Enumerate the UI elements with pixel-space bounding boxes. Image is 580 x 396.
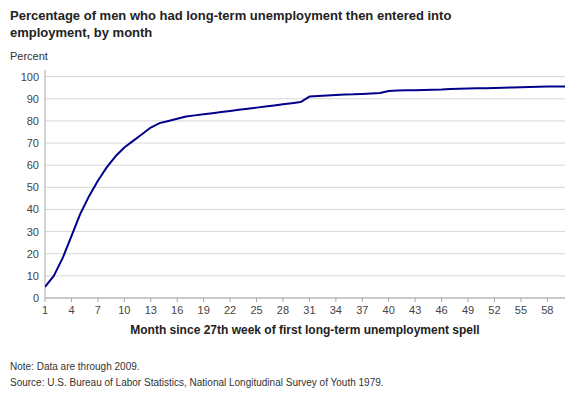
x-tick — [520, 298, 521, 302]
x-tick-label: 28 — [277, 304, 289, 316]
x-tick — [494, 298, 495, 302]
x-tick-label: 31 — [303, 304, 315, 316]
x-tick — [415, 298, 416, 302]
x-tick — [177, 298, 178, 302]
grid-line — [45, 275, 565, 276]
x-tick-label: 55 — [515, 304, 527, 316]
x-tick — [388, 298, 389, 302]
x-tick-label: 7 — [95, 304, 101, 316]
x-tick — [203, 298, 204, 302]
x-tick — [362, 298, 363, 302]
line — [45, 86, 565, 287]
x-tick-label: 43 — [409, 304, 421, 316]
x-tick — [150, 298, 151, 302]
y-axis-label: Percent — [10, 50, 48, 62]
y-tick-label: 30 — [27, 226, 39, 238]
grid-line — [45, 298, 565, 299]
x-tick-label: 16 — [171, 304, 183, 316]
x-tick-label: 13 — [145, 304, 157, 316]
x-axis-line — [45, 298, 565, 299]
x-tick-label: 25 — [250, 304, 262, 316]
x-tick-label: 40 — [383, 304, 395, 316]
x-tick-label: 52 — [488, 304, 500, 316]
x-tick-label: 37 — [356, 304, 368, 316]
x-tick-label: 58 — [541, 304, 553, 316]
x-tick — [335, 298, 336, 302]
x-tick — [230, 298, 231, 302]
grid-line — [45, 143, 565, 144]
x-tick — [468, 298, 469, 302]
x-tick — [256, 298, 257, 302]
y-tick-label: 80 — [27, 115, 39, 127]
chart: Percentage of men who had long-term unem… — [0, 0, 580, 396]
x-tick — [124, 298, 125, 302]
y-tick-label: 90 — [27, 93, 39, 105]
y-axis-line — [45, 70, 46, 298]
x-tick — [45, 298, 46, 302]
y-tick-label: 10 — [27, 270, 39, 282]
x-tick-label: 49 — [462, 304, 474, 316]
x-tick-label: 19 — [198, 304, 210, 316]
x-axis-label: Month since 27th week of first long-term… — [130, 323, 479, 337]
grid-line — [45, 165, 565, 166]
title: employment, by month — [10, 25, 152, 40]
title: Percentage of men who had long-term unem… — [10, 8, 451, 23]
y-tick-label: 50 — [27, 181, 39, 193]
y-tick-label: 40 — [27, 203, 39, 215]
source: Source: U.S. Bureau of Labor Statistics,… — [10, 377, 384, 388]
x-tick-label: 46 — [435, 304, 447, 316]
x-tick-label: 10 — [118, 304, 130, 316]
y-tick-label: 70 — [27, 137, 39, 149]
grid — [45, 77, 565, 298]
x-tick — [441, 298, 442, 302]
grid-line — [45, 120, 565, 121]
grid-line — [45, 253, 565, 254]
y-tick-label: 100 — [21, 71, 39, 83]
x-tick-label: 22 — [224, 304, 236, 316]
x-tick — [97, 298, 98, 302]
grid-line — [45, 231, 565, 232]
x-tick — [71, 298, 72, 302]
x-tick-label: 34 — [330, 304, 342, 316]
x-tick — [282, 298, 283, 302]
note: Note: Data are through 2009. — [10, 361, 140, 372]
y-tick-label: 20 — [27, 248, 39, 260]
y-tick-label: 0 — [33, 292, 39, 304]
x-tick — [547, 298, 548, 302]
x-tick-label: 4 — [68, 304, 74, 316]
x-tick — [309, 298, 310, 302]
grid-line — [45, 209, 565, 210]
x-tick-label: 1 — [42, 304, 48, 316]
grid-line — [45, 187, 565, 188]
y-tick-label: 60 — [27, 159, 39, 171]
plot-area — [45, 86, 565, 287]
grid-line — [45, 76, 565, 77]
